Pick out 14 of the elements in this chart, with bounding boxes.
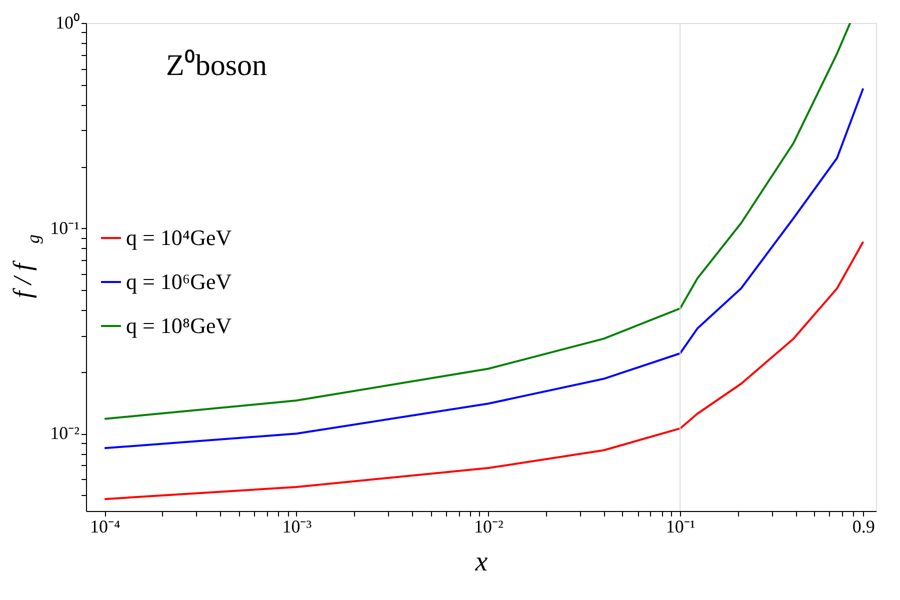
x-tick-label: 0.9 [852, 516, 875, 536]
legend-label: q = 10⁸GeV [126, 313, 232, 338]
legend-label: q = 10⁶GeV [126, 269, 232, 294]
legend-label: q = 10⁴GeV [126, 225, 232, 250]
x-tick-label: 10⁻¹ [666, 516, 696, 536]
y-axis-title: f / fg [8, 234, 43, 298]
y-tick-label: 10⁻² [50, 423, 80, 444]
x-tick-label: 10⁻² [474, 516, 504, 536]
x-axis-title: x [474, 546, 488, 578]
x-tick-label: 10⁻⁴ [90, 516, 120, 536]
y-tick-label: 10⁰ [56, 12, 80, 32]
annotation: Z⁰boson [166, 49, 267, 82]
y-tick-label: 10⁻¹ [50, 218, 80, 238]
x-tick-label: 10⁻³ [282, 516, 312, 536]
